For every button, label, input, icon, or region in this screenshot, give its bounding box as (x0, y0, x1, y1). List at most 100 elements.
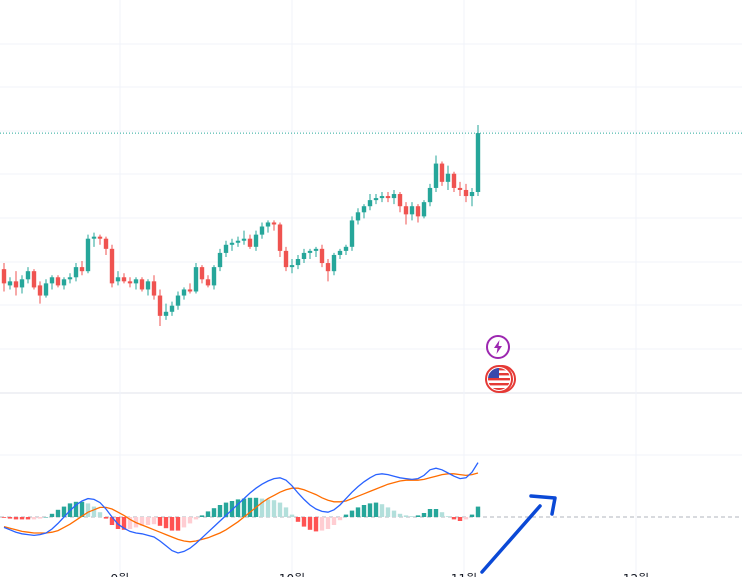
macd-histogram-bar (199, 515, 205, 517)
macd-histogram-bar (445, 516, 451, 517)
candle-body (283, 250, 289, 268)
macd-histogram-bar (355, 507, 361, 517)
macd-histogram-bar (97, 512, 103, 517)
macd-histogram-bar (223, 502, 229, 517)
macd-histogram-bar (181, 517, 187, 528)
macd-histogram-bar (421, 513, 427, 517)
drawing-annotations (480, 494, 557, 574)
candle-body (415, 206, 421, 217)
macd-histogram-bar (1, 517, 7, 518)
candle-body (19, 279, 25, 288)
macd-histogram-bar (205, 511, 211, 517)
candle-body (391, 194, 397, 199)
macd-histogram-bar (25, 517, 31, 520)
x-axis: 9월 10월 11월 12월 (111, 572, 650, 577)
candle-body (1, 269, 7, 284)
candle-body (433, 163, 439, 188)
macd-histogram-bar (373, 502, 379, 517)
macd-histogram-bar (109, 517, 115, 525)
candle-body (241, 238, 247, 241)
macd-histogram-bar (451, 517, 457, 520)
macd-histogram-bar (325, 517, 331, 529)
candle-body (85, 238, 91, 272)
candle-body (175, 295, 181, 306)
candle-body (253, 234, 259, 247)
macd-histogram-bar (337, 517, 343, 521)
candlestick-series (1, 125, 481, 326)
candle-body (55, 277, 61, 286)
candle-body (247, 238, 253, 247)
candle-body (421, 202, 427, 217)
candle-body (349, 220, 355, 247)
macd-histogram-bar (7, 517, 13, 519)
macd-histogram-bar (79, 501, 85, 517)
candle-body (157, 295, 163, 316)
candle-body (199, 267, 205, 280)
macd-histogram-bar (187, 517, 193, 524)
x-tick-label: 10월 (279, 572, 305, 577)
candle-body (295, 259, 301, 266)
macd-histogram-bar (61, 506, 67, 517)
candle-body (25, 271, 31, 280)
candle-body (193, 267, 199, 292)
candle-body (355, 212, 361, 221)
candle-body (337, 250, 343, 255)
lightning-icon[interactable] (486, 335, 510, 359)
candle-body (445, 173, 451, 182)
macd-histogram-bar (361, 505, 367, 517)
candle-body (181, 289, 187, 296)
macd-histogram-bar (49, 513, 55, 517)
macd-histogram-bar (265, 499, 271, 517)
candle-body (103, 238, 109, 249)
candle-body (457, 187, 463, 190)
macd-histogram-bar (367, 503, 373, 517)
candle-body (223, 244, 229, 253)
annotation-arrow-head (529, 494, 557, 516)
candle-body (205, 279, 211, 286)
macd-histogram-bar (169, 517, 175, 531)
macd-histogram-bar (433, 509, 439, 517)
us-flag-icon[interactable] (484, 364, 517, 394)
macd-histogram-bar (385, 507, 391, 517)
candle-body (451, 173, 457, 188)
candle-body (61, 279, 67, 286)
candle-body (325, 263, 331, 272)
macd-histogram-bar (427, 509, 433, 517)
candle-body (235, 240, 241, 243)
candle-body (187, 289, 193, 292)
candle-body (373, 198, 379, 201)
candle-body (127, 281, 133, 284)
macd-histogram-bar (91, 506, 97, 517)
candle-body (319, 248, 325, 264)
x-tick-label: 11월 (451, 572, 477, 577)
candle-body (463, 189, 469, 197)
candle-body (211, 267, 217, 286)
candle-body (331, 254, 337, 272)
macd-histogram-bar (397, 513, 403, 517)
macd-histogram-bar (247, 497, 253, 517)
candle-body (115, 277, 121, 282)
macd-histogram-bar (121, 517, 127, 530)
macd-histogram-bar (163, 517, 169, 529)
candle-body (367, 200, 373, 207)
candle-body (265, 222, 271, 227)
macd-histogram-bar (235, 499, 241, 517)
candle-body (13, 281, 19, 288)
candle-body (139, 279, 145, 290)
candle-body (259, 226, 265, 235)
candle-body (229, 242, 235, 245)
candle-body (403, 206, 409, 215)
candle-body (343, 246, 349, 251)
macd-histogram-bar (115, 517, 121, 529)
x-tick-label: 12월 (623, 572, 649, 577)
macd-signal-line (3, 472, 479, 543)
macd-histogram-bar (307, 517, 313, 530)
macd-histogram-bar (271, 500, 277, 517)
macd-histogram-bar (13, 517, 19, 520)
candle-body (271, 222, 277, 225)
macd-histogram-bar (85, 503, 91, 517)
macd-histogram-bar (217, 505, 223, 517)
candle-body (439, 163, 445, 182)
macd-histogram-bar (283, 507, 289, 517)
